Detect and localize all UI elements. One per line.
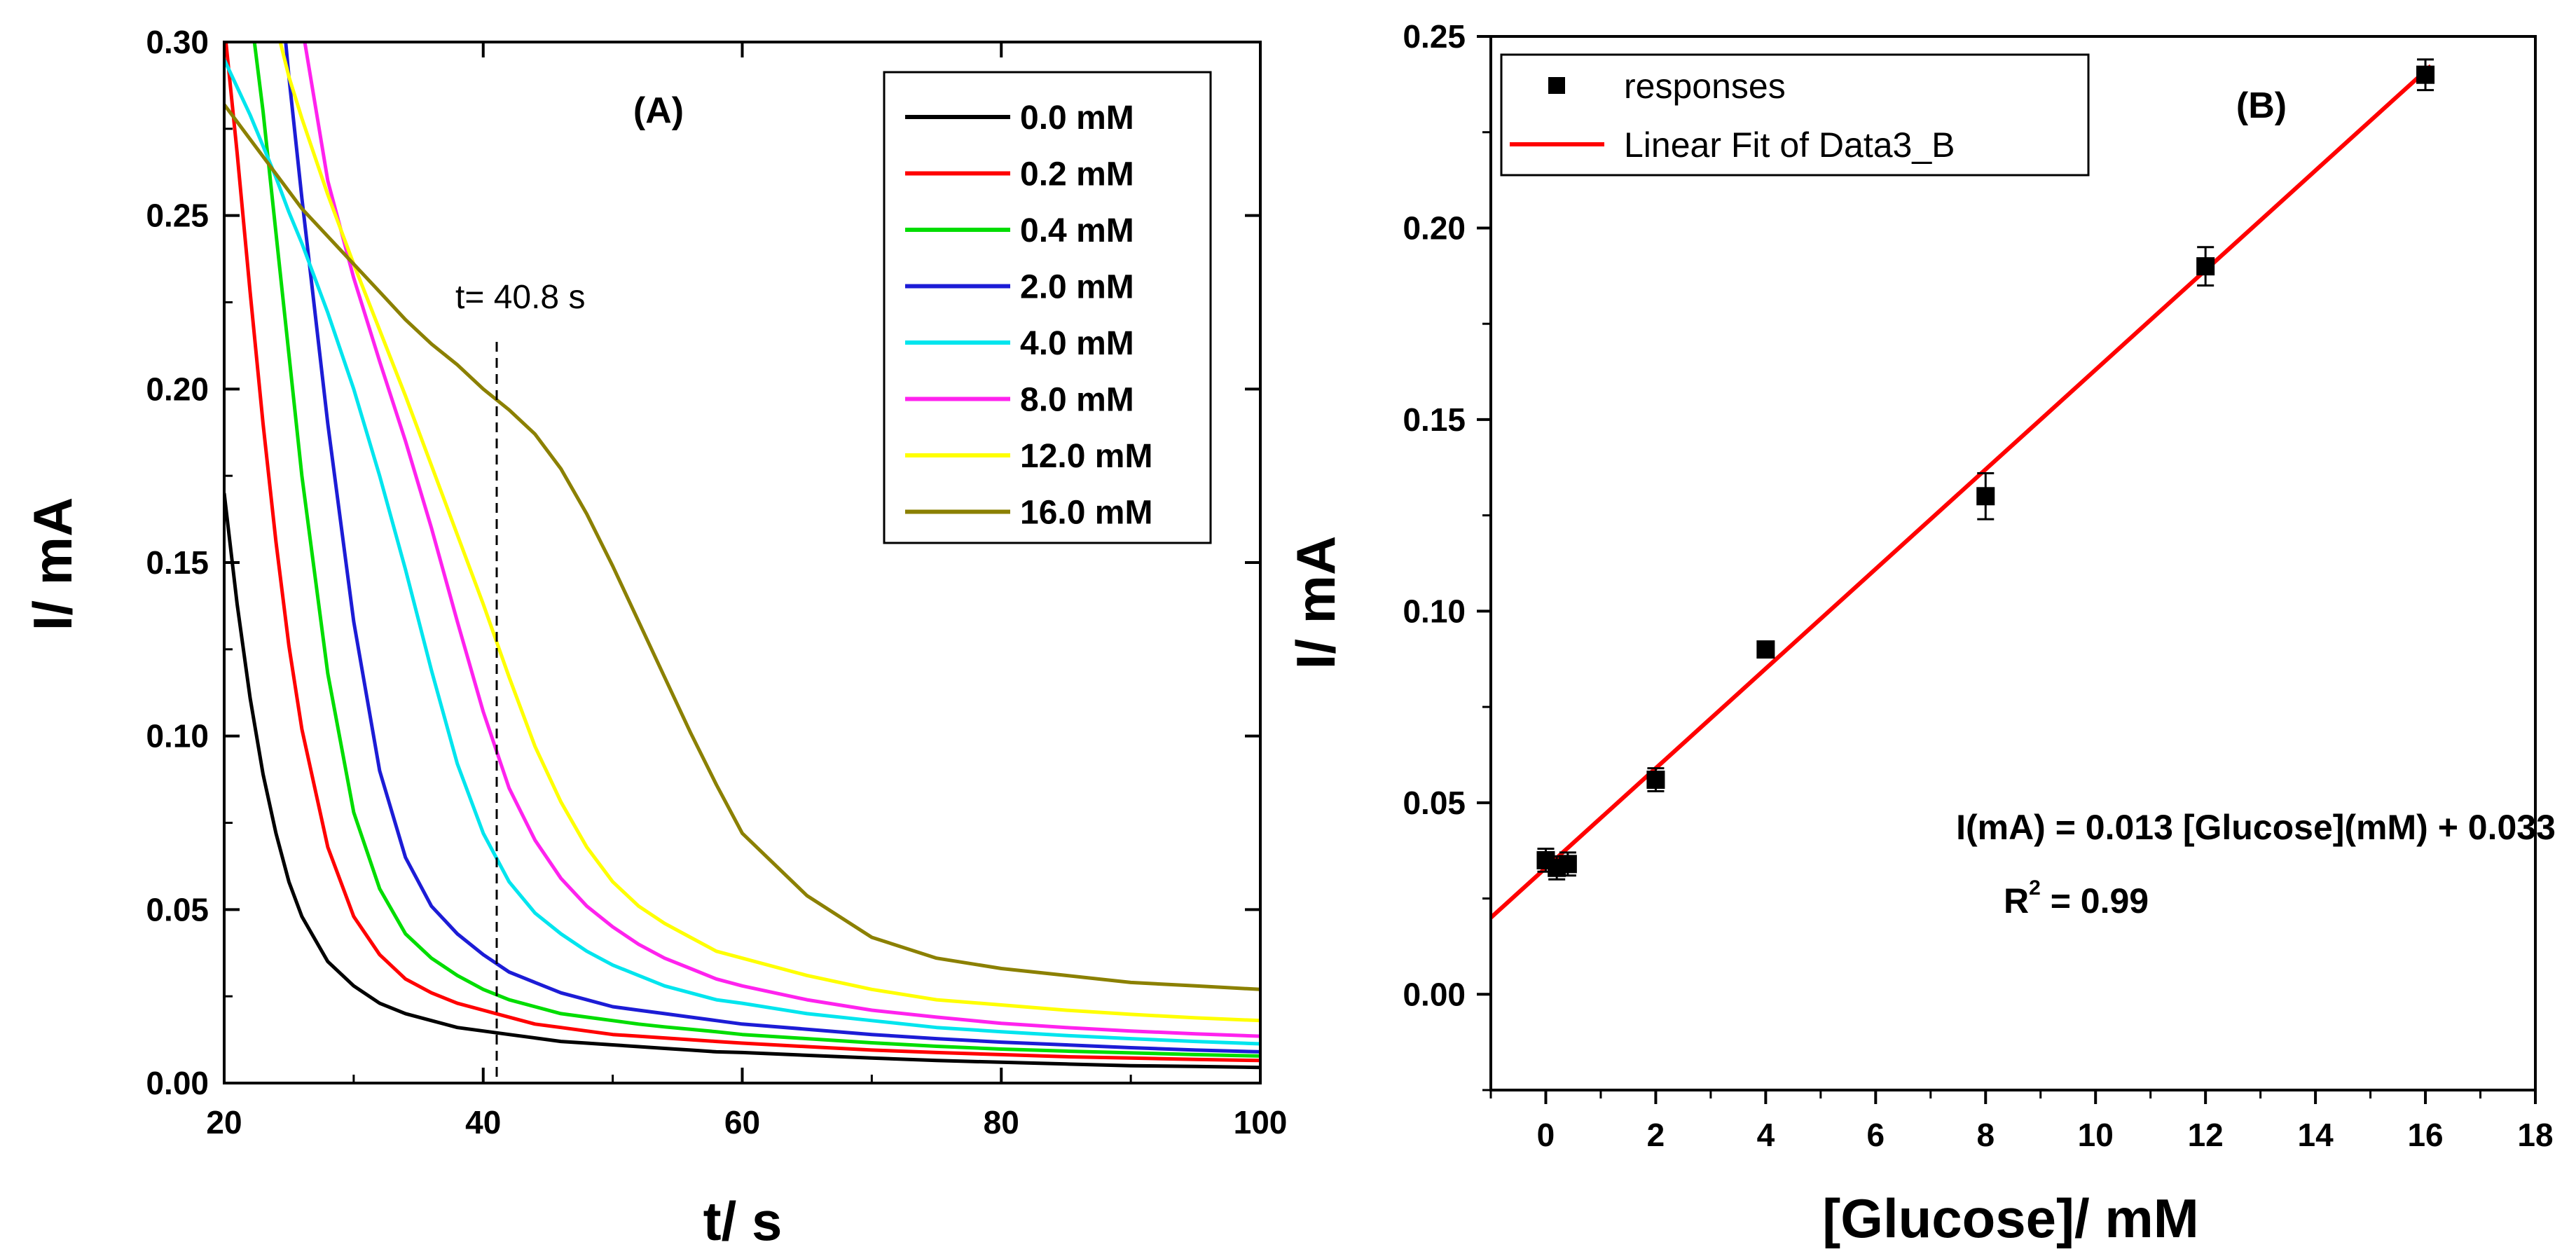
- panel-a-legend-box: [883, 71, 1212, 544]
- panel-b-x-tick-label: 18: [2517, 1117, 2553, 1153]
- panel-a-x-tick-label: 80: [984, 1104, 1019, 1141]
- panel-a-curve-2-0-mM: [284, 42, 1260, 1054]
- panel-a-legend-label: 16.0 mM: [1020, 495, 1152, 532]
- panel-a-legend-label: 4.0 mM: [1020, 325, 1134, 362]
- panel-a-curve-4-0-mM: [224, 58, 1260, 1046]
- panel-a-legend-label: 8.0 mM: [1020, 382, 1134, 419]
- panel-a-legend-label: 0.2 mM: [1020, 156, 1134, 193]
- panel-b-x-tick-label: 12: [2188, 1117, 2224, 1153]
- panel-a-annotation: t= 40.8 s: [455, 279, 585, 316]
- panel-b-points: [1536, 58, 2435, 881]
- panel-b-x-tick-label: 10: [2078, 1117, 2114, 1153]
- panel-a-x-tick-label: 100: [1234, 1104, 1288, 1141]
- panel-b-legend-box: [1500, 53, 2090, 177]
- panel-b-x-tick-label: 14: [2298, 1117, 2334, 1153]
- panel-b-data-point: [2416, 65, 2435, 84]
- panel-b-x-tick-label: 4: [1757, 1117, 1775, 1153]
- panel-b-data-point: [2196, 257, 2215, 276]
- panel-b-legend-label-fit: Linear Fit of Data3_B: [1624, 125, 1955, 165]
- panel-b-equation: I(mA) = 0.013 [Glucose](mM) + 0.033: [1956, 808, 2556, 847]
- panel-a-y-axis-label: I/ mA: [22, 497, 83, 631]
- panel-a-curve-12-0-mM: [278, 42, 1260, 1023]
- panel-b-y-axis-label: I/ mA: [1285, 536, 1346, 670]
- panel-a-curve-8-0-mM: [303, 42, 1260, 1038]
- panel-b-data-point: [1976, 487, 1995, 506]
- panel-a-curve-16-0-mM: [224, 103, 1260, 991]
- panel-a-y-tick-label: 0.20: [146, 371, 209, 407]
- panel-a-x-tick-label: 20: [206, 1104, 242, 1141]
- panel-b-r-squared: R2 = 0.99: [2004, 876, 2149, 921]
- panel-b-x-tick-label: 2: [1647, 1117, 1665, 1153]
- panel-b-y-tick-label: 0.05: [1403, 785, 1466, 821]
- r-squared-prefix: R: [2004, 881, 2029, 921]
- panel-a-y-tick-label: 0.30: [146, 24, 209, 60]
- panel-a-x-tick-label: 40: [465, 1104, 501, 1141]
- panel-a-chart: 20 40 60 80 1000.000.050.100.150.200.250.30 …: [22, 24, 1287, 1252]
- panel-b-y-tick-label: 0.00: [1403, 976, 1466, 1012]
- panel-b-y-tick-label: 0.15: [1403, 401, 1466, 438]
- panel-b-title: (B): [2236, 85, 2287, 126]
- panel-b-legend: responses Linear Fit of Data3_B: [1500, 53, 2090, 177]
- panel-a-x-tick-label: 60: [724, 1104, 760, 1141]
- panel-a-x-axis-label: t/ s: [703, 1190, 783, 1252]
- panel-b-x-tick-label: 16: [2407, 1117, 2443, 1153]
- panel-b-x-tick-label: 8: [1976, 1117, 1995, 1153]
- panel-a-legend-label: 0.0 mM: [1020, 99, 1134, 137]
- panel-a-legend-label: 12.0 mM: [1020, 438, 1152, 475]
- panel-a-y-tick-label: 0.25: [146, 198, 209, 234]
- panel-a-legend-label: 0.4 mM: [1020, 212, 1134, 249]
- panel-a-y-tick-label: 0.15: [146, 544, 209, 581]
- panel-a-y-tick-label: 0.00: [146, 1065, 209, 1101]
- r-squared-value: = 0.99: [2041, 881, 2149, 921]
- panel-b-x-tick-label: 0: [1537, 1117, 1555, 1153]
- panel-a-y-tick-label: 0.10: [146, 718, 209, 755]
- panel-b-plot-frame: [1489, 35, 2537, 1091]
- panel-a-curve-0-4-mM: [252, 42, 1260, 1058]
- panel-a-legend: 0.0 mM 0.2 mM 0.4 mM 2.0 mM 4.0 mM 8.0 mM 12.0…: [883, 71, 1212, 544]
- panel-b-legend-label-responses: responses: [1624, 67, 1786, 106]
- panel-a-y-tick-label: 0.05: [146, 891, 209, 928]
- panel-a-curve-0-2-mM: [224, 42, 1260, 1063]
- panel-b-x-tick-label: 6: [1867, 1117, 1885, 1153]
- panel-a-curve-0-0-mM: [224, 492, 1260, 1070]
- panel-b-data-point: [1756, 640, 1775, 659]
- panel-b-chart: 0 2 4 6 8 10 12 14 16 180.000.050.100.150.200.25 …: [1285, 18, 2556, 1249]
- panel-a-axes: 20 40 60 80 100 0.00 0.05 0.10 0.15 0.20 0.25 0.30: [146, 24, 1287, 1141]
- panel-b-y-tick-label: 0.25: [1403, 18, 1466, 55]
- panel-a-curves: [224, 42, 1260, 1070]
- panel-b-x-axis-label: [Glucose]/ mM: [1822, 1187, 2198, 1249]
- panel-b-y-tick-label: 0.10: [1403, 593, 1466, 629]
- panel-a-legend-label: 2.0 mM: [1020, 269, 1134, 306]
- r-squared-exponent: 2: [2029, 876, 2041, 900]
- panel-b-y-tick-label: 0.20: [1403, 209, 1466, 246]
- panel-b-legend-marker-responses: [1548, 77, 1565, 94]
- panel-b-data-point: [1646, 771, 1665, 790]
- panel-b-data-point: [1558, 855, 1577, 874]
- panel-a-title: (A): [633, 90, 684, 131]
- panel-b-axes: 0 2 4 6 8 10 12 14 16 18 0.00 0.05 0.10 0.15 0.20 0.25: [1403, 18, 2553, 1153]
